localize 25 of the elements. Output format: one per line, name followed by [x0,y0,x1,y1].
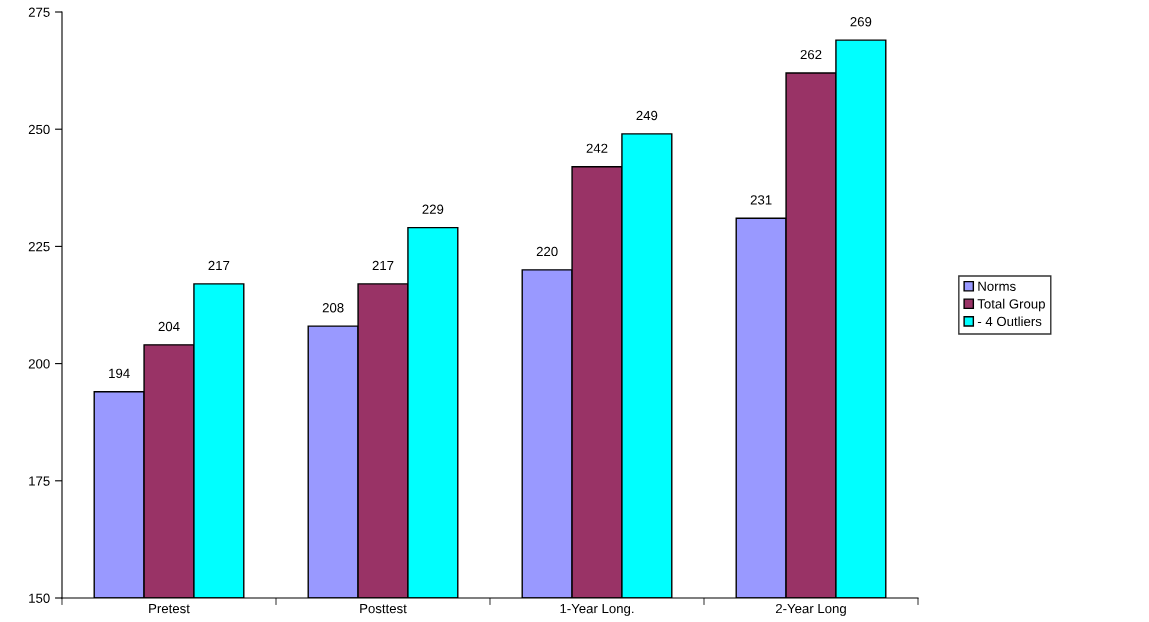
y-tick-label: 150 [29,593,50,603]
legend-label: Total Group [977,298,1045,312]
y-tick-label: 250 [28,124,50,135]
data-label: 242 [586,143,608,153]
data-label: 231 [750,195,772,205]
data-label: 262 [800,49,822,60]
data-label: 194 [109,368,130,379]
x-tick-label: Pretest [149,604,190,614]
x-tick-label: 1-Year Long. [560,604,634,616]
data-label: 217 [208,260,230,271]
y-tick-label: 225 [28,241,50,252]
data-label: 220 [536,246,558,257]
legend-label: Norms [978,281,1016,291]
legend-label: - 4 Outliers [977,316,1042,327]
data-label: 269 [850,17,872,27]
data-label: 249 [636,110,658,121]
data-label: 208 [322,303,344,313]
data-label: 229 [422,204,444,214]
data-label: 217 [372,260,394,271]
y-tick-label: 200 [28,359,50,369]
y-tick-label: 175 [29,476,50,486]
x-tick-label: Posttest [360,604,407,614]
x-tick-label: 2-Year Long [775,603,846,616]
data-label: 204 [158,321,180,332]
y-tick-label: 275 [28,7,50,17]
